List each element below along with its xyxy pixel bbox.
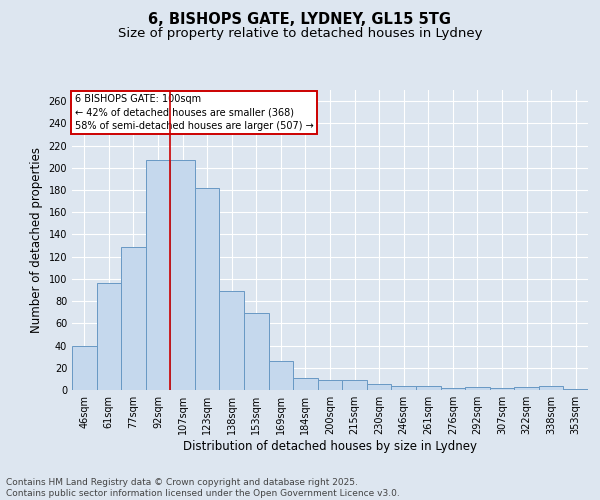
Text: Size of property relative to detached houses in Lydney: Size of property relative to detached ho… [118,28,482,40]
Bar [367,384,391,390]
X-axis label: Distribution of detached houses by size in Lydney: Distribution of detached houses by size … [183,440,477,453]
Bar [97,284,121,390]
Bar [195,188,220,390]
Bar [514,386,539,390]
Text: 6 BISHOPS GATE: 100sqm
← 42% of detached houses are smaller (368)
58% of semi-de: 6 BISHOPS GATE: 100sqm ← 42% of detached… [74,94,313,131]
Bar [391,386,416,390]
Bar [318,380,342,390]
Y-axis label: Number of detached properties: Number of detached properties [30,147,43,333]
Bar [293,378,318,390]
Bar [539,386,563,390]
Bar [490,388,514,390]
Bar [269,361,293,390]
Bar [146,160,170,390]
Bar [121,246,146,390]
Bar [220,291,244,390]
Bar [342,380,367,390]
Text: Contains HM Land Registry data © Crown copyright and database right 2025.
Contai: Contains HM Land Registry data © Crown c… [6,478,400,498]
Bar [244,314,269,390]
Bar [170,160,195,390]
Bar [440,388,465,390]
Text: 6, BISHOPS GATE, LYDNEY, GL15 5TG: 6, BISHOPS GATE, LYDNEY, GL15 5TG [149,12,452,28]
Bar [416,386,440,390]
Bar [563,389,588,390]
Bar [72,346,97,390]
Bar [465,386,490,390]
